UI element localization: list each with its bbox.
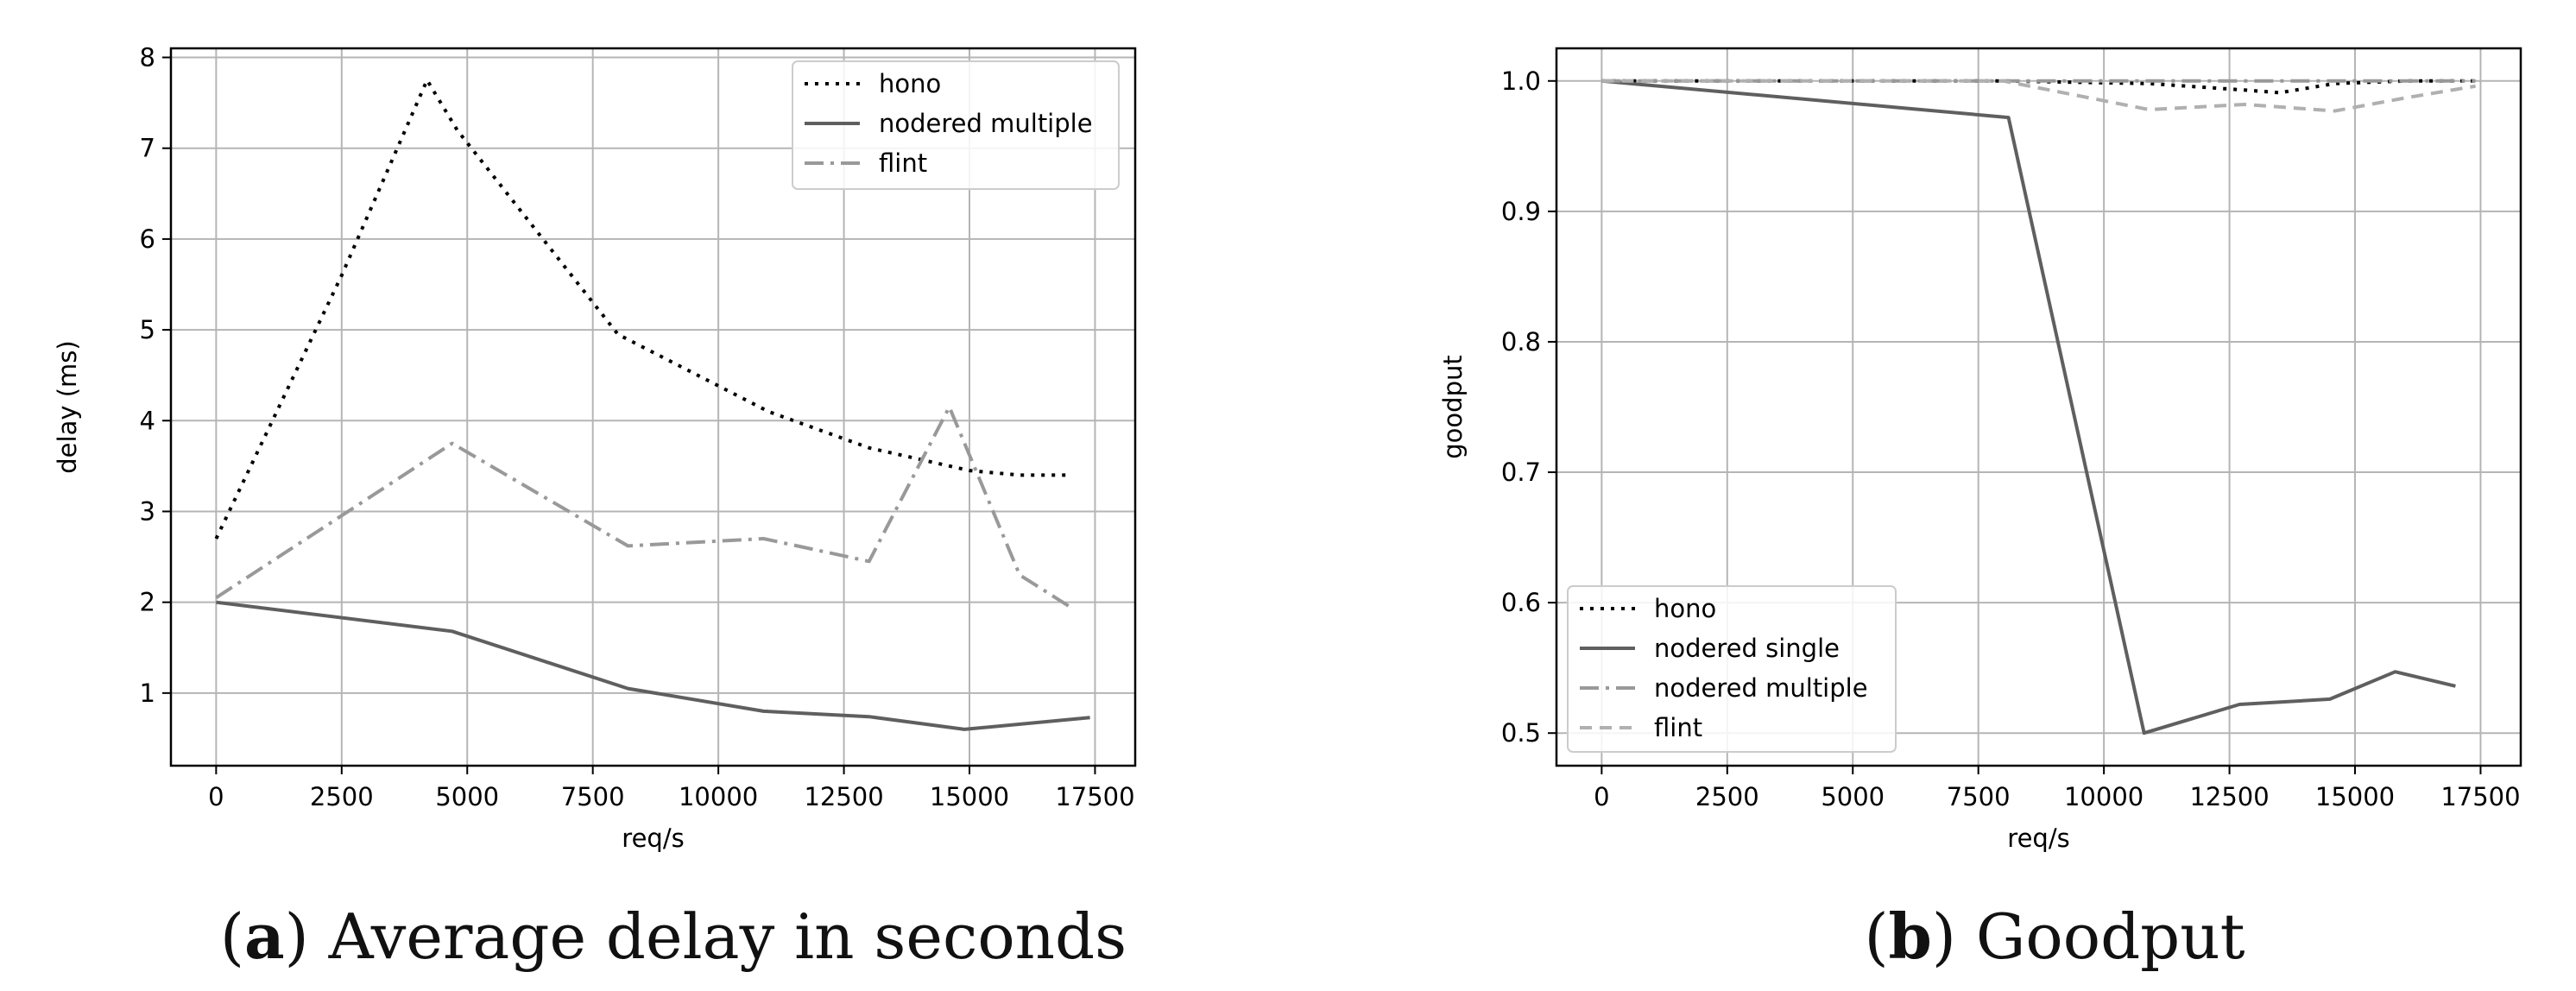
y-tick-label: 0.9 (1501, 197, 1541, 226)
x-tick-label: 10000 (2064, 782, 2144, 811)
y-tick-label: 0.5 (1501, 718, 1541, 748)
x-tick-label: 0 (208, 782, 224, 811)
series-line-nodered-multiple (216, 600, 1090, 731)
x-tick-label: 12500 (2189, 782, 2269, 811)
x-axis-label: req/s (2007, 824, 2069, 853)
legend-label: nodered single (1654, 634, 1840, 663)
y-tick-label: 6 (140, 224, 155, 254)
series-line-nodered-single (1601, 79, 2456, 735)
x-tick-label: 17500 (1055, 782, 1134, 811)
y-axis-label: goodput (1438, 355, 1468, 458)
x-tick-label: 5000 (1821, 782, 1885, 811)
series-line-flint (1601, 79, 2476, 113)
y-tick-label: 8 (140, 43, 155, 73)
legend-box (1567, 585, 1897, 753)
x-tick-label: 0 (1594, 782, 1609, 811)
y-axis-label: delay (ms) (53, 340, 82, 473)
panel-a-delay-chart: 0 2500 5000 7500 10000 12500 15000 17500 1 2 3 4 5 6 7… (53, 43, 1137, 853)
legend-label: flint (1654, 713, 1702, 742)
caption-b-label: b (1888, 899, 1932, 973)
x-axis-label: req/s (622, 824, 684, 853)
legend-label: nodered multiple (1654, 673, 1868, 703)
x-tick-label: 2500 (310, 782, 374, 811)
x-tick-label: 7500 (561, 782, 625, 811)
x-tick-label: 7500 (1947, 782, 2011, 811)
y-tick-label: 0.7 (1501, 458, 1541, 487)
caption-a-text: Average delay in seconds (328, 900, 1127, 973)
caption-a-label: a (244, 899, 285, 973)
y-tick-label: 2 (140, 588, 155, 617)
y-tick-label: 7 (140, 134, 155, 163)
y-tick-label: 1.0 (1501, 66, 1541, 96)
x-tick-label: 17500 (2440, 782, 2520, 811)
x-tick-label: 12500 (804, 782, 883, 811)
legend-label: nodered multiple (879, 109, 1093, 138)
legend-label: flint (879, 148, 927, 178)
caption-b-text: Goodput (1975, 900, 2245, 973)
caption-a: (a) Average delay in seconds (219, 899, 1127, 973)
y-tick-label: 3 (140, 496, 155, 526)
legend-label: hono (879, 69, 941, 98)
axes-frame (1555, 47, 2522, 767)
y-tick-label: 0.6 (1501, 588, 1541, 617)
legend-box (792, 60, 1120, 190)
x-tick-label: 15000 (2315, 782, 2395, 811)
y-tick-label: 4 (140, 406, 155, 435)
y-tick-label: 0.8 (1501, 327, 1541, 357)
y-tick-label: 1 (140, 679, 155, 708)
legend-label: hono (1654, 594, 1716, 623)
caption-b: (b) Goodput (1864, 899, 2245, 973)
x-tick-label: 5000 (435, 782, 499, 811)
series-line-flint (215, 405, 1071, 609)
x-tick-label: 10000 (679, 782, 758, 811)
y-tick-label: 5 (140, 315, 155, 344)
axes-frame (169, 47, 1137, 767)
panel-b-goodput-chart: 0 2500 5000 7500 10000 12500 15000 17500 0.5 0.6 0… (1438, 47, 2522, 853)
x-tick-label: 15000 (930, 782, 1009, 811)
x-tick-label: 2500 (1695, 782, 1759, 811)
